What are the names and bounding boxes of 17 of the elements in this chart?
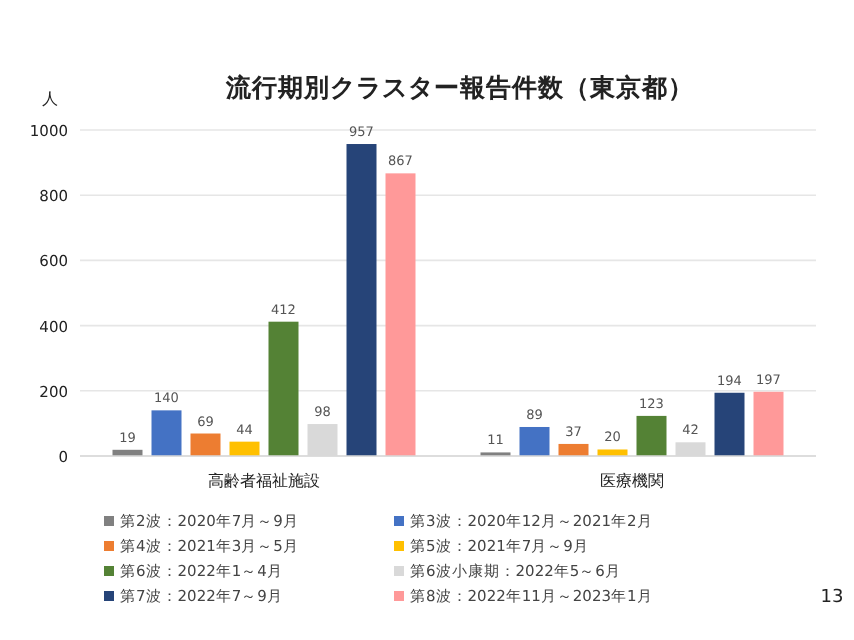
text: 13: [820, 588, 844, 608]
x-tick-label: 高齢者福祉施設: [208, 472, 320, 490]
chart-title: 流行期別クラスター報告件数（東京都）: [224, 72, 694, 102]
bar: [558, 443, 589, 456]
bar: [714, 392, 745, 456]
bar: [753, 391, 784, 456]
bar: [385, 173, 416, 456]
bar: [346, 144, 377, 456]
bar: [519, 426, 550, 456]
x-tick-label: 医療機関: [600, 472, 664, 490]
bar: [268, 321, 299, 456]
y-axis-title: 人: [42, 90, 58, 108]
bar: [597, 449, 628, 456]
bar: [190, 433, 221, 456]
bar: [636, 415, 667, 456]
bar: [151, 410, 182, 456]
bar: [229, 441, 260, 456]
